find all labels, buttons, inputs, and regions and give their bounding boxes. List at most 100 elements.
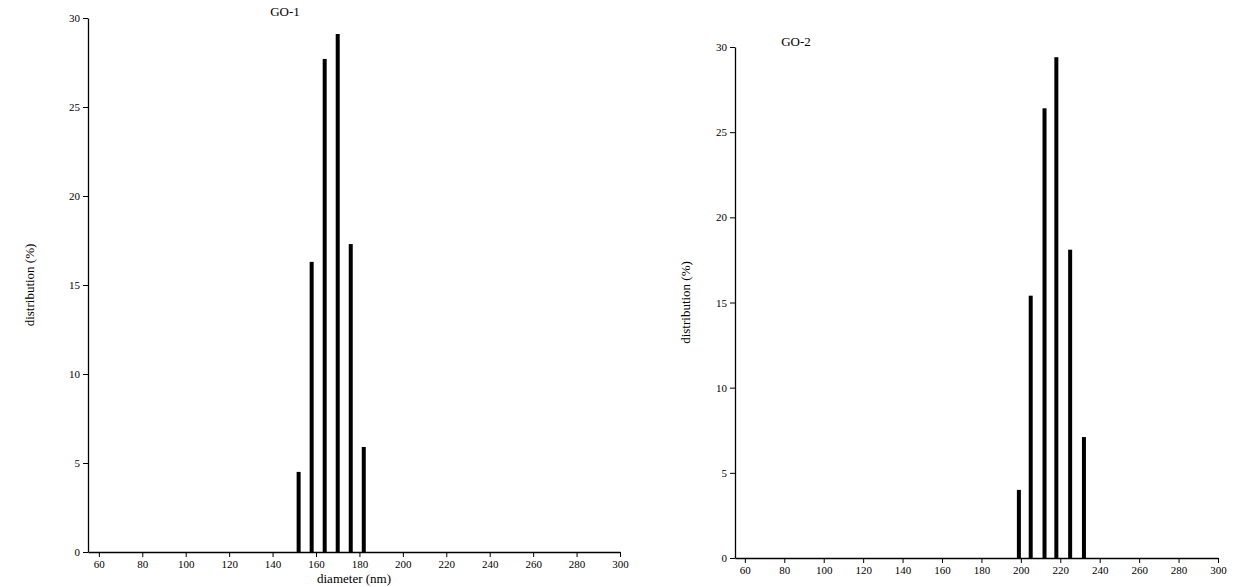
y-tick-mark (730, 388, 735, 389)
y-axis-line (88, 19, 89, 553)
y-tick: 15 (716, 297, 735, 309)
bar (297, 472, 301, 552)
x-tick: 260 (1131, 558, 1148, 576)
x-tick-mark (863, 558, 864, 563)
y-tick-mark (730, 217, 735, 218)
x-tick-label: 60 (94, 558, 106, 570)
x-tick: 120 (221, 552, 238, 570)
chart-title: GO-1 (270, 4, 300, 19)
y-tick: 20 (69, 190, 88, 202)
x-tick-label: 260 (525, 558, 542, 570)
x-tick-mark (403, 552, 404, 557)
y-tick-label: 30 (69, 12, 81, 24)
y-tick-label: 20 (716, 211, 728, 223)
x-tick: 140 (895, 558, 912, 576)
x-tick-mark (942, 558, 943, 563)
x-tick: 60 (740, 558, 752, 576)
x-tick-mark (824, 558, 825, 563)
bar (323, 59, 327, 552)
x-tick-mark (273, 552, 274, 557)
y-axis: 0 5 10 15 20 25 30 (69, 12, 89, 558)
y-tick-mark (83, 285, 88, 286)
x-tick: 160 (308, 552, 325, 570)
y-tick-label: 5 (722, 467, 728, 479)
x-tick-mark (1179, 558, 1180, 563)
x-tick: 140 (265, 552, 282, 570)
x-tick-mark (1100, 558, 1101, 563)
y-tick-mark (83, 196, 88, 197)
x-tick: 300 (612, 552, 629, 570)
x-tick-mark (229, 552, 230, 557)
y-tick-label: 15 (69, 279, 81, 291)
bar (310, 262, 314, 552)
y-tick: 25 (69, 101, 88, 113)
y-tick: 10 (69, 368, 88, 380)
x-tick-label: 180 (352, 558, 369, 570)
x-tick: 240 (482, 552, 499, 570)
y-tick-mark (730, 132, 735, 133)
bar (362, 447, 366, 552)
y-tick: 0 (75, 546, 89, 558)
y-axis: 051015202530 (716, 41, 736, 564)
x-axis: 6080100120140160180200220240260280300 (89, 552, 630, 570)
x-tick-label: 280 (569, 558, 586, 570)
bar (1029, 296, 1033, 558)
x-axis: 6080100120140160180200220240260280300 (736, 558, 1228, 576)
y-tick: 5 (75, 457, 89, 469)
x-tick: 180 (974, 558, 991, 576)
x-tick-label: 240 (1092, 564, 1109, 576)
bar (1043, 108, 1047, 558)
y-tick-mark (83, 552, 88, 553)
x-tick-mark (142, 552, 143, 557)
y-axis-line (735, 48, 736, 559)
bar (1017, 490, 1021, 558)
x-tick-mark (620, 552, 621, 557)
x-tick-mark (1139, 558, 1140, 563)
y-tick-label: 0 (722, 552, 728, 564)
x-tick-mark (533, 552, 534, 557)
y-tick-mark (730, 473, 735, 474)
x-tick: 260 (525, 552, 542, 570)
x-tick-label: 160 (934, 564, 951, 576)
y-tick-mark (83, 374, 88, 375)
x-tick: 280 (569, 552, 586, 570)
chart-title: GO-2 (781, 34, 811, 49)
x-tick: 160 (934, 558, 951, 576)
y-axis-title: distribution (%) (678, 261, 693, 344)
x-tick-mark (903, 558, 904, 563)
bar (1054, 57, 1058, 558)
x-tick: 100 (816, 558, 833, 576)
y-tick-mark (730, 47, 735, 48)
x-tick-label: 240 (482, 558, 499, 570)
x-tick-mark (784, 558, 785, 563)
x-tick-label: 300 (1210, 564, 1227, 576)
chart-panel: 6080100120140160180200220240260280300051… (22, 4, 629, 586)
x-axis-title: diameter (nm) (317, 571, 391, 586)
y-tick-mark (83, 107, 88, 108)
x-tick-label: 140 (895, 564, 912, 576)
y-tick-label: 10 (69, 368, 81, 380)
x-tick: 80 (779, 558, 791, 576)
y-tick: 10 (716, 382, 735, 394)
x-tick-label: 300 (612, 558, 629, 570)
x-tick-mark (359, 552, 360, 557)
x-tick: 120 (855, 558, 872, 576)
y-tick-label: 25 (69, 101, 81, 113)
y-axis-title: distribution (%) (22, 244, 37, 327)
x-tick-label: 140 (265, 558, 282, 570)
y-tick-label: 10 (716, 382, 728, 394)
plot-area (1017, 57, 1086, 558)
x-tick-mark (446, 552, 447, 557)
x-tick: 80 (137, 552, 149, 570)
x-tick-label: 200 (395, 558, 412, 570)
bar (349, 244, 353, 552)
y-tick-label: 15 (716, 297, 728, 309)
y-tick-mark (730, 558, 735, 559)
y-tick-label: 20 (69, 190, 81, 202)
x-tick: 220 (1053, 558, 1070, 576)
x-tick-label: 160 (308, 558, 325, 570)
x-tick-mark (981, 558, 982, 563)
bar (1082, 437, 1086, 558)
y-tick: 30 (69, 12, 88, 24)
x-tick: 180 (352, 552, 369, 570)
